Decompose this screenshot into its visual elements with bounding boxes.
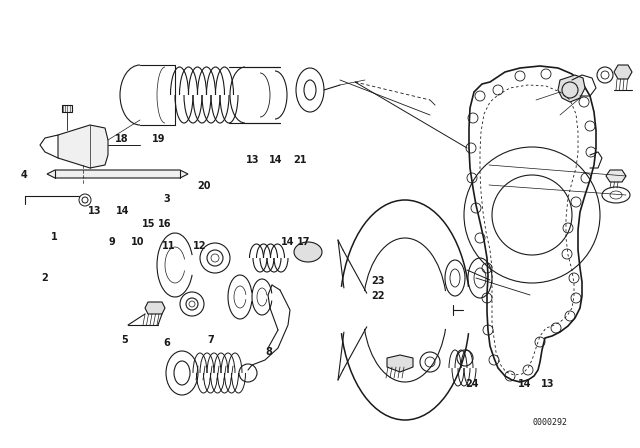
Text: 12: 12 <box>193 241 207 250</box>
Text: 14: 14 <box>268 155 282 165</box>
Text: 4: 4 <box>21 170 28 180</box>
Polygon shape <box>145 302 165 314</box>
Text: 9: 9 <box>109 237 115 247</box>
Text: 10: 10 <box>131 237 145 247</box>
Polygon shape <box>387 355 413 372</box>
Text: 6: 6 <box>163 338 170 348</box>
Text: 1: 1 <box>51 233 58 242</box>
Text: 21: 21 <box>292 155 307 165</box>
Text: 7: 7 <box>208 336 214 345</box>
Text: 19: 19 <box>152 134 166 144</box>
Text: 17: 17 <box>297 237 311 247</box>
Text: 3: 3 <box>163 194 170 204</box>
Text: 13: 13 <box>246 155 260 165</box>
Text: 14: 14 <box>116 207 130 216</box>
Polygon shape <box>47 170 188 178</box>
Text: 23: 23 <box>371 276 385 286</box>
Text: 13: 13 <box>88 207 102 216</box>
Text: 0000292: 0000292 <box>533 418 568 426</box>
Text: 8: 8 <box>266 347 272 357</box>
Text: 16: 16 <box>158 219 172 229</box>
Text: 5: 5 <box>122 336 128 345</box>
Text: 24: 24 <box>465 379 479 389</box>
Polygon shape <box>62 105 72 112</box>
Polygon shape <box>58 125 108 168</box>
Text: 22: 22 <box>371 291 385 301</box>
Ellipse shape <box>294 242 322 262</box>
Polygon shape <box>558 75 585 102</box>
Text: 15: 15 <box>142 219 156 229</box>
Text: 20: 20 <box>196 181 211 191</box>
Text: 18: 18 <box>115 134 129 144</box>
Polygon shape <box>606 170 626 182</box>
Polygon shape <box>614 65 632 79</box>
Text: 2: 2 <box>42 273 48 283</box>
Text: 13: 13 <box>540 379 554 389</box>
Text: 11: 11 <box>161 241 175 250</box>
Text: 14: 14 <box>518 379 532 389</box>
Text: 14: 14 <box>281 237 295 247</box>
